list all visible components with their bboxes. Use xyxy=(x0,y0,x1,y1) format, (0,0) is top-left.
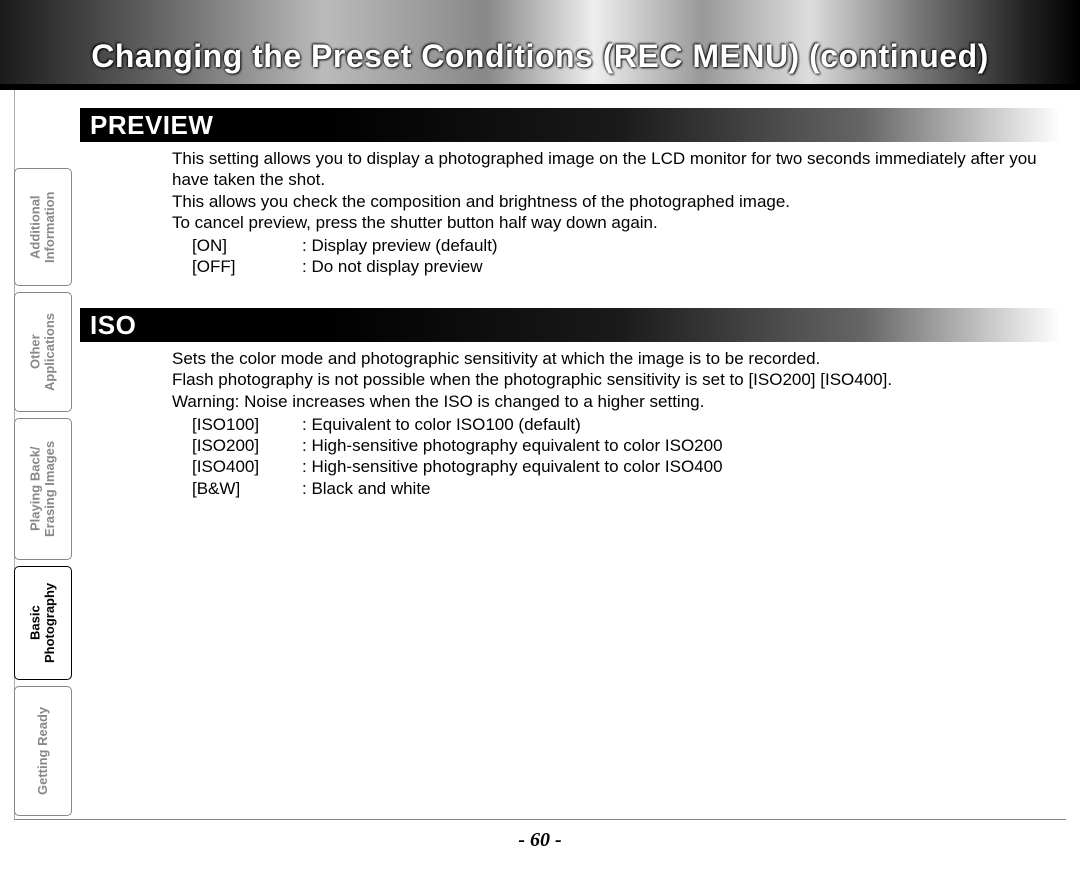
option-row: [ISO100] : Equivalent to color ISO100 (d… xyxy=(192,414,1042,435)
option-key: [OFF] xyxy=(192,256,302,277)
option-row: [B&W] : Black and white xyxy=(192,478,1042,499)
option-key: [ISO100] xyxy=(192,414,302,435)
tab-other-applications[interactable]: Other Applications xyxy=(14,292,72,412)
option-value: : Black and white xyxy=(302,478,1042,499)
preview-para-2: This allows you check the composition an… xyxy=(172,191,1042,212)
section-heading-iso: ISO xyxy=(80,308,1060,342)
tab-basic-photography[interactable]: Basic Photography xyxy=(14,566,72,680)
preview-options: [ON] : Display preview (default) [OFF] :… xyxy=(192,235,1042,278)
option-row: [ON] : Display preview (default) xyxy=(192,235,1042,256)
option-value: : Do not display preview xyxy=(302,256,1042,277)
option-key: [ISO400] xyxy=(192,456,302,477)
tab-additional-information[interactable]: Additional Information xyxy=(14,168,72,286)
preview-para-3: To cancel preview, press the shutter but… xyxy=(172,212,1042,233)
option-key: [B&W] xyxy=(192,478,302,499)
option-value: : High-sensitive photography equivalent … xyxy=(302,435,1042,456)
iso-options: [ISO100] : Equivalent to color ISO100 (d… xyxy=(192,414,1042,499)
header-underline xyxy=(0,84,1080,90)
section-heading-preview: PREVIEW xyxy=(80,108,1060,142)
option-row: [ISO400] : High-sensitive photography eq… xyxy=(192,456,1042,477)
iso-para-1: Sets the color mode and photographic sen… xyxy=(172,348,1042,369)
option-key: [ISO200] xyxy=(192,435,302,456)
preview-para-1: This setting allows you to display a pho… xyxy=(172,148,1042,191)
option-row: [ISO200] : High-sensitive photography eq… xyxy=(192,435,1042,456)
page-number: - 60 - xyxy=(0,829,1080,852)
section-body-preview: This setting allows you to display a pho… xyxy=(172,148,1042,278)
option-value: : Equivalent to color ISO100 (default) xyxy=(302,414,1042,435)
tab-playing-back[interactable]: Playing Back/ Erasing Images xyxy=(14,418,72,560)
option-key: [ON] xyxy=(192,235,302,256)
tab-getting-ready[interactable]: Getting Ready xyxy=(14,686,72,816)
section-body-iso: Sets the color mode and photographic sen… xyxy=(172,348,1042,499)
sidebar-tabs: Getting Ready Basic Photography Playing … xyxy=(14,96,72,816)
iso-para-2: Flash photography is not possible when t… xyxy=(172,369,1042,390)
iso-para-3: Warning: Noise increases when the ISO is… xyxy=(172,391,1042,412)
footer-rule xyxy=(14,819,1066,820)
option-value: : Display preview (default) xyxy=(302,235,1042,256)
manual-page: Changing the Preset Conditions (REC MENU… xyxy=(0,0,1080,870)
page-title: Changing the Preset Conditions (REC MENU… xyxy=(0,38,1080,75)
option-row: [OFF] : Do not display preview xyxy=(192,256,1042,277)
option-value: : High-sensitive photography equivalent … xyxy=(302,456,1042,477)
